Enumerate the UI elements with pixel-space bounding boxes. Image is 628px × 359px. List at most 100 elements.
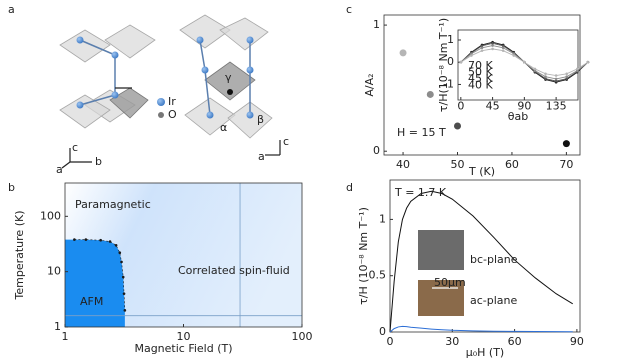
legend-label: 40 K [468, 79, 493, 92]
boundary-point [123, 309, 127, 312]
inset-point [586, 60, 590, 64]
legend-label: Ir [168, 95, 176, 108]
inset-point [533, 67, 537, 71]
axis-letter: c [283, 135, 289, 148]
x-tick-label: 90 [570, 335, 584, 348]
region-label: AFM [80, 295, 103, 308]
sample-photo [418, 280, 464, 316]
axis-letter: a [258, 150, 265, 163]
inset-point [565, 72, 569, 76]
inset-point [480, 44, 484, 48]
x-axis-label: θab [508, 110, 528, 123]
inset-point [480, 49, 484, 52]
y-axis-label: τ/H (10⁻⁸ Nm T⁻¹) [357, 207, 370, 305]
legend-label: 45 K [468, 72, 493, 85]
site-label: β [257, 113, 264, 126]
inset-point [501, 49, 505, 52]
inset-point [575, 69, 579, 72]
region-label: Correlated spin-fluid [178, 264, 290, 277]
point [399, 49, 407, 57]
y-tick-label: 10 [47, 265, 61, 278]
x-tick-label: 90 [517, 99, 531, 112]
boundary-point [122, 292, 126, 295]
y-tick-label: 0 [379, 325, 386, 338]
boundary-point [121, 275, 125, 279]
afm-region [65, 239, 125, 327]
legend-label: 70 K [468, 59, 493, 72]
x-tick-label: 0 [387, 335, 394, 348]
y-tick-label: 1 [54, 320, 61, 333]
inset-point [565, 77, 569, 80]
inset-point [480, 46, 484, 50]
boundary-point [120, 260, 123, 264]
plot-frame [389, 179, 581, 333]
phase-boundary [74, 239, 126, 311]
legend-label: 50 K [468, 66, 493, 79]
x-axis-label: Magnetic Field (T) [134, 342, 232, 355]
y-axis-label: τ/H(10⁻⁸ Nm T⁻¹) [437, 18, 450, 112]
boundary-point [118, 251, 122, 255]
boundary-point [99, 238, 102, 242]
x-axis-label: T (K) [468, 165, 495, 178]
y-tick-label: 100 [40, 209, 61, 222]
series-line [389, 325, 573, 333]
inset-point [523, 60, 526, 64]
inset-point [544, 72, 547, 76]
sample-photo [418, 230, 464, 270]
x-axis-label: μ₀H (T) [466, 346, 504, 359]
inset-point [533, 69, 537, 72]
y-tick-label: 1 [379, 212, 386, 225]
x-tick-label: 60 [508, 335, 522, 348]
boundary-point [114, 243, 118, 247]
y-axis-label: A/A₂ [363, 73, 376, 96]
site-label: γ [225, 71, 232, 84]
annotation: H = 15 T [397, 126, 446, 139]
inset-point [554, 77, 558, 81]
panel-label: d [346, 181, 353, 194]
site-label: α [220, 121, 227, 134]
inset-point [554, 74, 558, 77]
panel-label: c [346, 3, 352, 16]
plot-frame [383, 14, 581, 156]
crystal-structure [59, 14, 281, 169]
inset-point [470, 54, 473, 57]
inset-point [512, 54, 516, 57]
legend-label: O [168, 108, 177, 121]
y-tick-label: 0.5 [369, 269, 387, 282]
scale-bar-label: 50μm [434, 276, 466, 289]
point [454, 122, 461, 130]
y-tick-label: 1 [373, 18, 380, 31]
inset-point [544, 77, 547, 80]
inset-point [491, 42, 494, 45]
x-tick-label: 50 [451, 158, 465, 171]
inset-point [459, 60, 463, 64]
axis-letter: a [56, 163, 63, 176]
axis-letter: c [72, 141, 78, 154]
x-tick-label: 70 [559, 158, 573, 171]
y-tick-label: -1 [443, 77, 454, 90]
legend-label: ac-plane [470, 294, 518, 307]
inset-point [470, 52, 473, 56]
y-axis-label: Temperature (K) [13, 211, 26, 301]
axis-letter: b [95, 155, 102, 168]
x-tick-label: 10 [177, 330, 191, 343]
point [562, 140, 570, 148]
boundary-point [84, 238, 88, 241]
x-tick-label: 30 [445, 335, 459, 348]
annotation: T = 1.7 K [394, 186, 447, 199]
series-line [389, 190, 573, 333]
panel-label: b [8, 181, 15, 194]
inset-point [491, 47, 494, 51]
x-tick-label: 40 [396, 158, 410, 171]
inset-point [501, 46, 505, 50]
region-label: Paramagnetic [75, 198, 151, 211]
y-tick-label: 0 [447, 55, 454, 68]
panel-label: a [8, 3, 15, 16]
inset-point [544, 75, 547, 78]
y-tick-label: 1 [447, 33, 454, 46]
x-tick-label: 1 [62, 330, 69, 343]
x-tick-label: 0 [457, 99, 464, 112]
y-tick-label: 0 [373, 144, 380, 157]
inset-point [575, 67, 579, 71]
x-tick-label: 135 [546, 99, 567, 112]
